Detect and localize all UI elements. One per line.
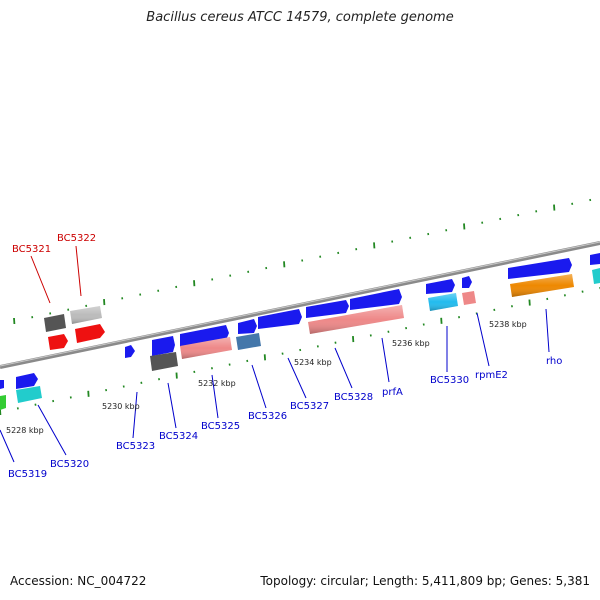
feature-blue-arrow[interactable] (508, 258, 572, 279)
scale-label: 5236 kbp (392, 339, 430, 348)
feature-blue-arrow[interactable] (306, 300, 349, 318)
gene-label-bc5327[interactable]: BC5327 (290, 401, 329, 412)
leader-line (545, 308, 550, 353)
feature-blue-arrow[interactable] (125, 345, 135, 358)
feature-blue-arrow[interactable] (350, 289, 402, 310)
leader-line (334, 347, 353, 389)
feature-dark[interactable] (150, 352, 178, 371)
map-title: Bacillus cereus ATCC 14579, complete gen… (146, 10, 454, 25)
feature-blue-arrow[interactable] (426, 279, 455, 294)
gene-label-rho[interactable]: rho (546, 356, 562, 367)
leader-line (30, 255, 51, 304)
gene-label-bc5330[interactable]: BC5330 (430, 375, 469, 386)
feature-pink[interactable] (462, 291, 476, 305)
feature-blue-arrow[interactable] (238, 319, 257, 334)
scale-label: 5232 kbp (198, 379, 236, 388)
leader-line (251, 364, 267, 409)
scale-label: 5234 kbp (294, 358, 332, 367)
leader-line (167, 382, 177, 429)
scale-label: 5230 kbp (102, 402, 140, 411)
accession-text: Accession: NC_004722 (10, 574, 147, 588)
gene-label-bc5325[interactable]: BC5325 (201, 421, 240, 432)
gene-label-prfa[interactable]: prfA (382, 387, 403, 398)
feature-cyan[interactable] (16, 386, 42, 403)
leader-line (132, 391, 138, 439)
feature-cyan[interactable] (592, 268, 600, 284)
gene-label-bc5324[interactable]: BC5324 (159, 431, 198, 442)
feature-blue-arrow[interactable] (16, 373, 38, 389)
feature-steel[interactable] (236, 333, 261, 350)
leader-line (287, 357, 307, 399)
leader-line (37, 404, 67, 456)
scale-label: 5228 kbp (6, 426, 44, 435)
gene-label-bc5323[interactable]: BC5323 (116, 441, 155, 452)
gene-label-bc5321[interactable]: BC5321 (12, 244, 51, 255)
feature-blue-arrow[interactable] (0, 380, 4, 389)
feature-blue-arrow[interactable] (590, 253, 600, 265)
outer-tick-ring (13, 198, 592, 325)
genome-summary-text: Topology: circular; Length: 5,411,809 bp… (260, 574, 590, 588)
feature-green[interactable] (0, 395, 6, 410)
leader-line (0, 429, 15, 463)
gene-label-bc5322[interactable]: BC5322 (57, 233, 96, 244)
leader-line (211, 374, 219, 419)
inner-tick-ring (0, 287, 600, 416)
gene-label-bc5320[interactable]: BC5320 (50, 459, 89, 470)
gene-label-bc5319[interactable]: BC5319 (8, 469, 47, 480)
feature-shading (70, 274, 574, 359)
leader-line (476, 312, 490, 367)
gene-labels: BC5319BC5320BC5321BC5322BC5323BC5324BC53… (8, 233, 562, 480)
feature-red[interactable] (75, 324, 105, 343)
leader-line (75, 245, 82, 297)
feature-blue-arrow[interactable] (152, 336, 175, 356)
gene-label-bc5326[interactable]: BC5326 (248, 411, 287, 422)
leader-line (381, 337, 390, 383)
scale-labels: 5228 kbp 5230 kbp 5232 kbp 5234 kbp 5236 kbp… (6, 320, 527, 435)
genome-backbone (0, 241, 600, 369)
feature-blue-arrow[interactable] (180, 325, 229, 347)
gene-leader-lines (0, 245, 550, 463)
gene-label-rpme2[interactable]: rpmE2 (475, 370, 508, 381)
feature-red[interactable] (48, 334, 68, 350)
feature-dark[interactable] (44, 314, 66, 332)
feature-blue-arrow[interactable] (462, 276, 472, 288)
scale-label: 5238 kbp (489, 320, 527, 329)
feature-blue-arrow[interactable] (258, 309, 302, 329)
gene-label-bc5328[interactable]: BC5328 (334, 392, 373, 403)
